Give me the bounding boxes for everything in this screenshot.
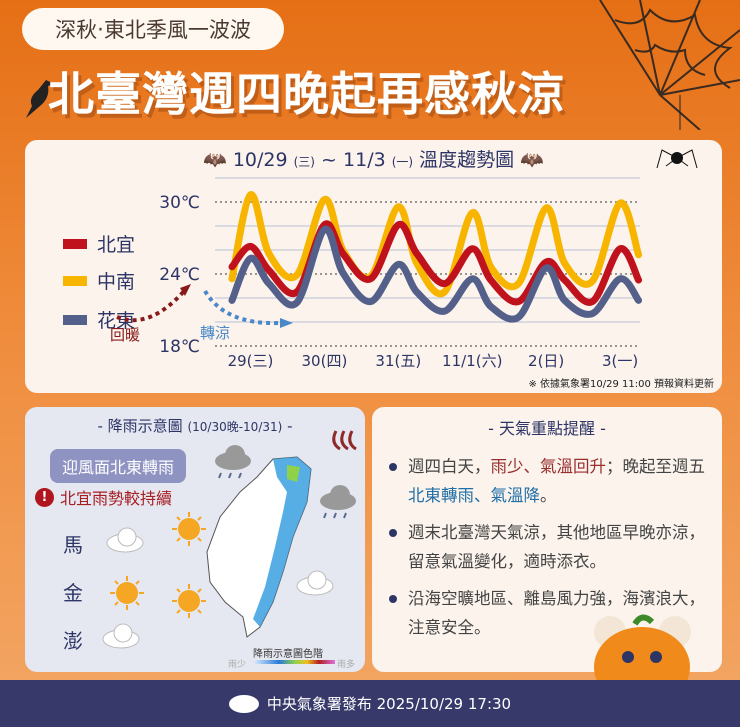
warming-label: 回暖 [110, 326, 140, 344]
x-tick-label: 11/1(六) [442, 352, 502, 370]
rain-cloud-icon [214, 444, 252, 479]
legend-swatch [63, 275, 87, 286]
cooling-arrowhead [280, 318, 293, 328]
spider-icon [656, 149, 698, 169]
rain-color-scale [255, 660, 335, 664]
rain-warning: ! 北宜雨勢較持續 [35, 485, 172, 509]
sun-icon [171, 511, 207, 547]
pumpkin-mascot-icon [594, 614, 691, 682]
weather-tips-card: - 天氣重點提醒 - 週四白天，雨少、氣溫回升；晚起至週五北東轉雨、氣溫降。 週… [372, 407, 722, 682]
y-tick-label: 24℃ [159, 265, 200, 285]
x-tick-label: 2(日) [528, 352, 564, 370]
scale-high: 雨多 [337, 660, 356, 670]
cooling-arrow [203, 289, 281, 326]
temperature-chart-card: 🦇 10/29 (三) ~ 11/3 (一) 溫度趨勢圖 🦇 北宜 中南 花東 … [25, 140, 722, 393]
dow-from: (三) [293, 155, 315, 169]
tip-item: 週末北臺灣天氣涼，其他地區早晚亦涼，留意氣溫變化，適時添衣。 [386, 518, 716, 576]
heavy-rain-area [287, 465, 300, 482]
y-tick-label: 18℃ [159, 337, 200, 357]
warning-text: 北宜雨勢較持續 [60, 489, 173, 508]
bat-icon: 🦇 [203, 149, 227, 171]
x-tick-label: 29(三) [228, 352, 274, 370]
rain-cloud-icon [319, 484, 357, 519]
temperature-chart: 18℃ 24℃ 30℃ 29(三) 30(四) 31(五) 11/1(六) 2(日) 3(一) 回… [110, 177, 643, 370]
rain-area [253, 457, 311, 627]
series-line-花東 [228, 226, 643, 323]
rain-card-title: - 降雨示意圖 (10/30晚-10/31) - [25, 415, 365, 436]
chart-title: 🦇 10/29 (三) ~ 11/3 (一) 溫度趨勢圖 🦇 [25, 145, 722, 172]
series-line-北宜 [228, 220, 643, 306]
chart-title-text: 溫度趨勢圖 [419, 149, 515, 171]
publisher-text: 中央氣象署發布 2025/10/29 17:30 [266, 695, 512, 713]
warming-arrowhead [180, 284, 191, 296]
warming-arrow [116, 288, 187, 323]
cooling-label: 轉涼 [200, 324, 230, 342]
x-tick-label: 31(五) [375, 352, 421, 370]
rain-title-text: - 降雨示意圖 [97, 417, 183, 435]
cwa-logo-icon [228, 694, 259, 713]
page-title: 北臺灣週四晚起再感秋涼 [48, 67, 565, 121]
island-matsu: 馬 [63, 533, 83, 557]
tip-text: ；晚起至週五 [606, 457, 705, 476]
legend-label: 中南 [97, 271, 136, 293]
rain-title-end: - [287, 417, 293, 435]
tip-highlight-cool: 北東轉雨、氣溫降 [408, 486, 540, 505]
tips-title: - 天氣重點提醒 - [488, 419, 606, 438]
rain-map [102, 444, 357, 664]
tip-item: 週四白天，雨少、氣溫回升；晚起至週五北東轉雨、氣溫降。 [386, 452, 716, 510]
legend-swatch [63, 314, 87, 325]
scale-title: 降雨示意圖色階 [253, 649, 323, 660]
x-tick-label: 3(一) [602, 352, 638, 370]
dow-to: (一) [391, 155, 414, 169]
cloud-rain-icon [106, 527, 144, 553]
spider-web-icon [599, 0, 740, 130]
date-to: 11/3 [343, 149, 386, 171]
tip-highlight-warm: 雨少、氣溫回升 [490, 457, 607, 476]
bat-icon: 🦇 [520, 149, 544, 171]
date-from: 10/29 [232, 149, 288, 171]
data-source-note: ※ 依據氣象署10/29 11:00 預報資料更新 [528, 379, 714, 390]
legend-north: 北宜 [63, 230, 135, 257]
sun-cloud-icon [102, 623, 140, 649]
legend-central-south: 中南 [63, 267, 135, 294]
footer: 中央氣象署發布 2025/10/29 17:30 [0, 680, 740, 727]
exclamation-icon: ! [35, 487, 54, 507]
wind-icon [332, 430, 357, 451]
island-kinmen: 金 [63, 581, 83, 605]
date-sep: ~ [321, 149, 337, 171]
sun-icon [109, 575, 145, 611]
tip-item: 沿海空曠地區、離島風力強，海濱浪大，注意安全。 [386, 584, 716, 642]
rain-range: (10/30晚-10/31) [187, 420, 283, 434]
subtitle-tag: 深秋‧東北季風一波波 [22, 8, 284, 50]
legend-east: 花東 [63, 306, 135, 333]
crow-icon [26, 80, 54, 118]
legend-label: 花東 [97, 310, 136, 332]
legend-label: 北宜 [97, 234, 136, 256]
tip-text: 週四白天， [408, 457, 491, 476]
x-tick-label: 30(四) [302, 352, 348, 370]
rain-tag: 迎風面北東轉雨 [50, 449, 187, 483]
y-tick-label: 30℃ [159, 193, 200, 213]
island-penghu: 澎 [63, 629, 83, 653]
series-line-中南 [228, 191, 643, 298]
legend-swatch [63, 238, 87, 249]
rain-map-card: - 降雨示意圖 (10/30晚-10/31) - 迎風面北東轉雨 ! 北宜雨勢較持… [25, 407, 365, 672]
sun-icon [171, 583, 207, 619]
rain-cloud-icon [296, 570, 334, 596]
tip-text: 。 [540, 486, 557, 505]
scale-low: 雨少 [228, 660, 247, 670]
